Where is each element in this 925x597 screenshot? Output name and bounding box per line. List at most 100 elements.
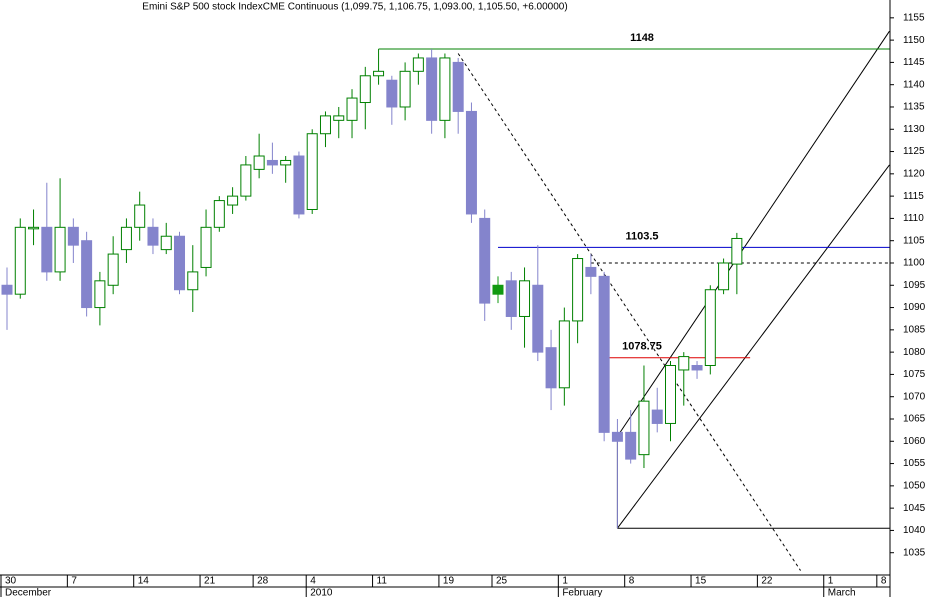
x-tick-label: 14 [138, 576, 150, 587]
x-tick-label: 8 [881, 576, 887, 587]
candle-body [492, 284, 504, 295]
candle-body [200, 226, 212, 268]
candle-body [41, 226, 53, 273]
x-tick-label: 28 [257, 576, 269, 587]
y-tick-label: 1140 [903, 79, 925, 90]
candle-body [611, 431, 623, 442]
candle-body [253, 155, 265, 170]
y-tick-label: 1075 [903, 369, 925, 380]
candle-body [187, 271, 199, 291]
y-tick-label: 1070 [903, 391, 925, 402]
y-tick-label: 1130 [903, 124, 925, 135]
x-tick-label: 21 [204, 576, 216, 587]
candle-body [107, 253, 119, 286]
candle-body [174, 235, 186, 291]
candle-body [333, 115, 345, 121]
candle-body [505, 280, 517, 317]
y-tick-label: 1125 [903, 146, 925, 157]
candle-body [452, 61, 464, 112]
x-tick-label: 15 [695, 576, 707, 587]
candle-body [519, 280, 531, 317]
y-tick-label: 1115 [903, 191, 924, 202]
candle-body [120, 226, 132, 251]
candle-body [306, 133, 318, 210]
candle-body [718, 262, 730, 291]
level-label: 1103.5 [625, 230, 658, 242]
candle-body [94, 280, 106, 309]
x-tick-label: 19 [443, 576, 455, 587]
y-tick-label: 1145 [903, 57, 925, 68]
candle-body [598, 275, 610, 433]
candle-body [67, 226, 79, 246]
candle-body [638, 400, 650, 456]
candle-body [545, 347, 557, 389]
candle-body [625, 431, 637, 460]
candle-body [160, 235, 172, 251]
y-tick-label: 1135 [903, 102, 925, 113]
candle-body [704, 289, 716, 367]
level-label: 1148 [630, 32, 654, 44]
candle-body [465, 110, 477, 215]
candle-body [373, 70, 385, 77]
candle-body [399, 70, 411, 108]
y-tick-label: 1040 [903, 525, 925, 536]
candle-body [585, 266, 597, 277]
candle-body [346, 97, 358, 121]
x-tick-label: 25 [496, 576, 508, 587]
month-label: December [5, 588, 52, 597]
candle-body [240, 164, 252, 197]
y-tick-label: 1080 [903, 347, 925, 358]
candle-body [426, 57, 438, 121]
x-tick-label: 1 [562, 576, 568, 587]
candle-body [651, 409, 663, 424]
month-label: February [562, 588, 602, 597]
candle-body [572, 258, 584, 322]
month-label: 2010 [310, 588, 333, 597]
x-tick-label: 22 [761, 576, 773, 587]
candle-body [293, 155, 305, 215]
candle-body [14, 226, 26, 295]
y-tick-label: 1085 [903, 324, 925, 335]
month-label: March [828, 588, 856, 597]
y-tick-label: 1060 [903, 436, 925, 447]
candle-body [479, 217, 491, 304]
x-tick-label: 7 [71, 576, 77, 587]
y-tick-label: 1100 [903, 258, 925, 269]
y-tick-label: 1120 [903, 168, 925, 179]
candle-body [319, 115, 331, 135]
candle-body [227, 195, 239, 206]
candle-body [691, 365, 703, 371]
candle-body [54, 226, 66, 273]
y-tick-label: 1035 [903, 547, 925, 558]
y-tick-label: 1155 [903, 12, 925, 23]
y-tick-label: 1045 [903, 503, 925, 514]
candle-body [81, 240, 93, 309]
level-label: 1078.75 [622, 341, 662, 353]
x-tick-label: 1 [828, 576, 834, 587]
candle-body [359, 75, 371, 104]
candle-body [665, 365, 676, 424]
y-tick-label: 1150 [903, 35, 925, 46]
candle-body [731, 237, 743, 265]
candle-body [280, 159, 292, 166]
y-tick-label: 1090 [903, 302, 925, 313]
candle-body [213, 200, 225, 228]
chart-title: Emini S&P 500 stock IndexCME Continuous … [142, 2, 567, 13]
candle-body [558, 320, 570, 389]
candle-body [439, 57, 451, 121]
x-tick-label: 4 [310, 576, 316, 587]
candle-body [147, 226, 159, 246]
y-tick-label: 1110 [903, 213, 924, 224]
trend-line [617, 164, 890, 529]
candle-body [386, 79, 398, 108]
candle-body [28, 226, 40, 230]
x-tick-label: 8 [629, 576, 635, 587]
y-tick-label: 1050 [903, 480, 925, 491]
candle-body [678, 356, 690, 371]
y-tick-label: 1095 [903, 280, 925, 291]
x-tick-label: 11 [377, 576, 388, 587]
candle-body [1, 284, 13, 295]
trend-line [457, 53, 801, 571]
candle-body [412, 57, 424, 72]
